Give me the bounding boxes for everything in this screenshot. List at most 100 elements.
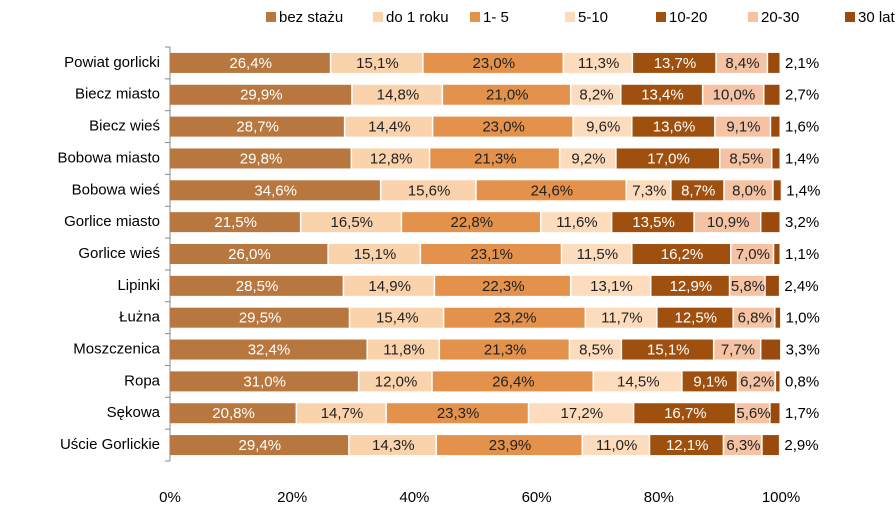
value-label: 15,1% xyxy=(354,246,397,263)
value-label: 29,4% xyxy=(239,437,282,454)
value-label: 2,1% xyxy=(785,55,819,72)
bar-segment xyxy=(381,180,476,201)
value-label: 6,8% xyxy=(738,310,772,327)
bar-segment xyxy=(170,212,300,233)
value-label: 1,7% xyxy=(785,405,819,422)
value-label: 12,8% xyxy=(370,150,413,167)
bar-segment xyxy=(437,435,582,456)
bar-segment xyxy=(622,339,713,360)
bar-segment xyxy=(772,148,780,169)
category-label: Gorlice wieś xyxy=(78,245,160,262)
value-label: 9,6% xyxy=(586,119,620,136)
value-label: 11,7% xyxy=(601,310,642,327)
value-label: 12,5% xyxy=(674,310,717,327)
bar-segment xyxy=(775,307,781,328)
value-label: 26,0% xyxy=(228,246,271,263)
bar-segment xyxy=(170,435,349,456)
value-label: 11,6% xyxy=(556,214,597,231)
bar-segment xyxy=(694,212,760,233)
bar-segment xyxy=(671,180,724,201)
bar-segment xyxy=(435,275,570,296)
bar-segment xyxy=(724,180,773,201)
bar-segment xyxy=(733,307,775,328)
bar-segment xyxy=(776,371,780,392)
bar-segment xyxy=(476,180,626,201)
value-label: 5,6% xyxy=(736,405,770,422)
value-label: 8,5% xyxy=(579,342,613,359)
bar-segment xyxy=(350,307,443,328)
bar-segment xyxy=(170,148,351,169)
value-label: 1,6% xyxy=(785,119,819,136)
value-label: 6,3% xyxy=(726,437,760,454)
category-label: Łużna xyxy=(119,309,161,326)
value-label: 10,0% xyxy=(713,87,756,104)
value-label: 13,6% xyxy=(653,119,696,136)
value-label: 7,0% xyxy=(736,246,770,263)
bar-segment xyxy=(616,148,720,169)
legend-label: do 1 roku xyxy=(386,9,449,26)
legend-swatch xyxy=(565,12,575,22)
bar-segment xyxy=(634,403,735,424)
bar-segment xyxy=(423,52,563,73)
value-label: 15,1% xyxy=(356,55,399,72)
value-label: 8,4% xyxy=(725,55,759,72)
legend-swatch xyxy=(266,12,276,22)
bar-segment xyxy=(529,403,633,424)
bar-segment xyxy=(761,212,780,233)
value-label: 15,6% xyxy=(408,182,451,199)
bar-segment xyxy=(345,116,432,137)
value-label: 12,1% xyxy=(666,437,709,454)
category-label: Gorlice miasto xyxy=(64,213,160,230)
value-label: 28,5% xyxy=(236,278,279,295)
bar-segment xyxy=(594,371,682,392)
value-label: 9,1% xyxy=(693,373,727,390)
bar-segment xyxy=(170,84,352,105)
bar-segment xyxy=(657,307,733,328)
bar-segment xyxy=(612,212,694,233)
value-label: 21,3% xyxy=(474,150,517,167)
value-label: 21,5% xyxy=(214,214,257,231)
value-label: 22,8% xyxy=(451,214,494,231)
value-label: 15,4% xyxy=(376,310,419,327)
bar-segment xyxy=(650,435,723,456)
category-label: Biecz miasto xyxy=(75,86,160,103)
bar-segment xyxy=(583,435,649,456)
bar-segment xyxy=(432,371,593,392)
value-label: 26,4% xyxy=(229,55,272,72)
value-label: 23,1% xyxy=(470,246,513,263)
bar-segment xyxy=(633,52,716,73)
value-label: 31,0% xyxy=(243,373,286,390)
legend-label: 30 lat i więcej xyxy=(858,9,896,26)
value-label: 8,7% xyxy=(681,182,715,199)
value-label: 14,5% xyxy=(617,373,660,390)
legend-label: bez stażu xyxy=(279,9,343,26)
legend-swatch xyxy=(373,12,383,22)
value-label: 10,9% xyxy=(707,214,750,231)
category-label: Uście Gorlickie xyxy=(60,436,160,453)
value-label: 8,2% xyxy=(579,87,613,104)
value-label: 21,3% xyxy=(484,342,527,359)
bar-segment xyxy=(774,244,780,264)
bar-segment xyxy=(736,403,770,424)
value-label: 13,7% xyxy=(654,55,697,72)
bar-segment xyxy=(421,244,561,264)
bar-segment xyxy=(703,84,764,105)
value-label: 7,7% xyxy=(721,342,755,359)
bar-segment xyxy=(730,275,765,296)
bar-segment xyxy=(352,148,429,169)
value-label: 2,9% xyxy=(784,437,818,454)
bar-segment xyxy=(560,148,616,169)
value-label: 12,0% xyxy=(375,373,418,390)
bar-segment xyxy=(349,435,436,456)
bar-segment xyxy=(564,52,632,73)
bar-segment xyxy=(170,275,343,296)
category-label: Lipinki xyxy=(117,277,160,294)
bar-segment xyxy=(770,403,780,424)
category-label: Sękowa xyxy=(107,404,161,421)
value-label: 14,3% xyxy=(372,437,415,454)
value-label: 2,4% xyxy=(784,278,818,295)
bar-segment xyxy=(301,212,401,233)
x-tick-label: 80% xyxy=(644,489,674,506)
bar-segment xyxy=(331,52,423,73)
bar-segment xyxy=(170,180,380,201)
